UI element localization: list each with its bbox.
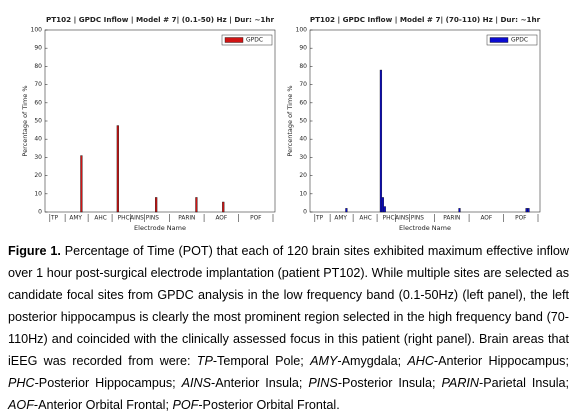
bar xyxy=(345,208,348,213)
caption-abbreviation: PARIN xyxy=(441,376,480,390)
bar xyxy=(116,125,119,213)
caption-text: -Posterior Orbital Frontal. xyxy=(198,398,340,412)
y-tick-label: 80 xyxy=(299,63,307,70)
y-tick-label: 10 xyxy=(34,190,42,197)
x-tick-label: PHC xyxy=(383,216,395,222)
x-tick-label: POF xyxy=(515,216,526,222)
y-tick-label: 0 xyxy=(38,209,42,216)
chart-title: PT102 | GPDC Inflow | Model # 7| (70-110… xyxy=(310,15,541,25)
bar xyxy=(381,197,384,213)
plot-area xyxy=(309,29,541,213)
x-tick-label: AINS xyxy=(395,216,409,222)
legend: GPDC xyxy=(486,34,538,46)
y-axis-label: Percentage of Time % xyxy=(21,85,29,156)
bar xyxy=(458,208,461,213)
caption-text: -Anterior Insula; xyxy=(211,376,309,390)
x-tick-label: PARIN xyxy=(443,216,460,222)
y-tick-label: 90 xyxy=(34,45,42,52)
y-tick-label: 60 xyxy=(299,99,307,106)
y-tick-label: 80 xyxy=(34,63,42,70)
y-tick-label: 90 xyxy=(299,45,307,52)
figure-caption: Figure 1. Percentage of Time (POT) that … xyxy=(8,240,569,416)
legend: GPDC xyxy=(221,34,273,46)
caption-text: -Anterior Hippocampus; xyxy=(433,354,569,368)
x-axis-label: Electrode Name xyxy=(134,224,186,232)
caption-abbreviation: AHC xyxy=(407,354,434,368)
legend-swatch xyxy=(489,37,509,43)
page: {"chart_data": [ {"type": "bar", "title"… xyxy=(8,15,570,412)
x-tick-label: AMY xyxy=(334,216,347,222)
legend-label: GPDC xyxy=(246,37,263,44)
y-tick-label: 30 xyxy=(34,154,42,161)
caption-abbreviation: AMY xyxy=(310,354,338,368)
y-tick-label: 60 xyxy=(34,99,42,106)
x-tick-label: AMY xyxy=(69,216,82,222)
bar xyxy=(80,155,83,213)
figure-panels: PT102 | GPDC Inflow | Model # 7| (0.1-50… xyxy=(21,15,541,232)
caption-text: -Posterior Hippocampus; xyxy=(34,376,182,390)
caption-text: -Anterior Orbital Frontal; xyxy=(33,398,173,412)
x-tick-label: AINS xyxy=(130,216,144,222)
caption-text: Percentage of Time (POT) that each of 12… xyxy=(8,244,570,368)
bar xyxy=(222,201,225,213)
y-axis-label: Percentage of Time % xyxy=(286,85,294,156)
y-tick-label: 20 xyxy=(299,172,307,179)
bar xyxy=(379,69,383,213)
bar xyxy=(527,208,530,213)
caption-abbreviation: POF xyxy=(172,398,199,412)
chart-panel: PT102 | GPDC Inflow | Model # 7| (70-110… xyxy=(286,15,541,232)
x-tick-label: AHC xyxy=(359,216,371,222)
y-tick-label: 70 xyxy=(299,81,307,88)
bar xyxy=(525,208,528,213)
caption-abbreviation: AOF xyxy=(8,398,34,412)
caption-abbreviation: PINS xyxy=(308,376,338,390)
y-tick-label: 70 xyxy=(34,81,42,88)
y-tick-label: 30 xyxy=(299,154,307,161)
x-tick-label: POF xyxy=(250,216,261,222)
y-tick-label: 20 xyxy=(34,172,42,179)
x-tick-label: PINS xyxy=(411,216,425,222)
bar xyxy=(195,197,198,213)
caption-abbreviation: TP xyxy=(196,354,213,368)
y-tick-label: 40 xyxy=(34,136,42,143)
y-tick-label: 40 xyxy=(299,136,307,143)
y-tick-label: 100 xyxy=(296,27,308,34)
y-tick-label: 100 xyxy=(31,27,43,34)
legend-box xyxy=(486,34,538,46)
caption-text: -Parietal Insula; xyxy=(479,376,570,390)
caption-text: -Temporal Pole; xyxy=(212,354,311,368)
x-tick-label: PINS xyxy=(146,216,160,222)
x-tick-label: AOF xyxy=(215,216,227,222)
legend-box xyxy=(221,34,273,46)
caption-label: Figure 1. xyxy=(8,244,61,258)
x-tick-label: AHC xyxy=(94,216,106,222)
caption-abbreviation: AINS xyxy=(181,376,212,390)
chart-panel: PT102 | GPDC Inflow | Model # 7| (0.1-50… xyxy=(21,15,276,232)
plot-area xyxy=(44,29,276,213)
caption-abbreviation: PHC xyxy=(8,376,35,390)
y-tick-label: 50 xyxy=(34,118,42,125)
bar xyxy=(383,206,386,213)
x-tick-label: TP xyxy=(50,216,59,222)
x-axis-label: Electrode Name xyxy=(399,224,451,232)
x-tick-label: AOF xyxy=(480,216,492,222)
caption-text: -Amygdala; xyxy=(337,354,408,368)
bar xyxy=(155,197,158,213)
legend-swatch xyxy=(224,37,244,43)
y-tick-label: 10 xyxy=(299,190,307,197)
legend-label: GPDC xyxy=(511,37,528,44)
y-tick-label: 50 xyxy=(299,118,307,125)
caption-text: -Posterior Insula; xyxy=(337,376,442,390)
x-tick-label: TP xyxy=(315,216,324,222)
y-tick-label: 0 xyxy=(303,209,307,216)
chart-title: PT102 | GPDC Inflow | Model # 7| (0.1-50… xyxy=(46,15,275,25)
x-tick-label: PHC xyxy=(118,216,130,222)
x-tick-label: PARIN xyxy=(178,216,195,222)
